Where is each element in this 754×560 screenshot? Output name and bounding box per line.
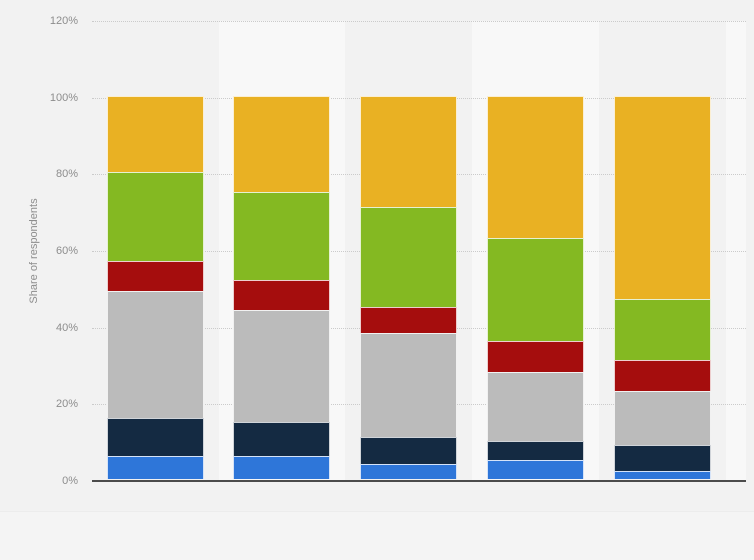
bar-column-4 <box>486 95 584 479</box>
bar-4-segment-green[interactable] <box>486 237 584 342</box>
bar-1-segment-blue[interactable] <box>106 456 204 479</box>
bar-column-1 <box>106 95 204 479</box>
bar-5-segment-dark-navy[interactable] <box>613 444 711 472</box>
bar-5-segment-dark-red[interactable] <box>613 360 711 391</box>
bar-4-segment-yellow[interactable] <box>486 95 584 238</box>
y-tick-label: 0% <box>62 475 78 487</box>
y-tick-label: 40% <box>55 321 78 334</box>
bar-1-segment-yellow[interactable] <box>106 95 204 173</box>
bar-3-segment-yellow[interactable] <box>360 95 458 207</box>
bar-3-segment-blue[interactable] <box>360 463 458 479</box>
plot-area <box>92 21 746 482</box>
bar-1-segment-dark-navy[interactable] <box>106 417 204 456</box>
bar-1-segment-dark-red[interactable] <box>106 260 204 292</box>
gridline <box>92 21 746 22</box>
bar-5-segment-yellow[interactable] <box>613 95 711 299</box>
bar-2-segment-green[interactable] <box>233 191 331 280</box>
bar-5-segment-blue[interactable] <box>613 471 711 479</box>
bar-4-segment-dark-navy[interactable] <box>486 440 584 460</box>
bar-3-segment-gray[interactable] <box>360 333 458 437</box>
bar-3-segment-dark-red[interactable] <box>360 306 458 334</box>
y-tick-label: 100% <box>49 91 78 104</box>
bar-2-segment-dark-red[interactable] <box>233 279 331 311</box>
bar-2-segment-yellow[interactable] <box>233 95 331 192</box>
bar-3-segment-green[interactable] <box>360 206 458 307</box>
bar-5-segment-gray[interactable] <box>613 390 711 445</box>
bar-2-segment-blue[interactable] <box>233 456 331 479</box>
bar-4-segment-dark-red[interactable] <box>486 341 584 372</box>
bar-3-segment-dark-navy[interactable] <box>360 436 458 464</box>
bar-column-2 <box>233 95 331 479</box>
bar-1-segment-gray[interactable] <box>106 291 204 418</box>
y-tick-label: 80% <box>55 168 78 181</box>
footer-area <box>0 511 754 560</box>
bar-2-segment-gray[interactable] <box>233 310 331 422</box>
bar-1-segment-green[interactable] <box>106 172 204 261</box>
y-tick-label: 20% <box>55 398 78 411</box>
bar-2-segment-dark-navy[interactable] <box>233 421 331 456</box>
bar-4-segment-blue[interactable] <box>486 459 584 479</box>
bar-column-5 <box>613 95 711 479</box>
y-tick-label: 120% <box>49 15 78 27</box>
bar-5-segment-green[interactable] <box>613 298 711 361</box>
bar-column-3 <box>360 95 458 479</box>
y-axis-title: Share of respondents <box>28 198 40 304</box>
bar-4-segment-gray[interactable] <box>486 371 584 441</box>
x-axis-line <box>92 480 746 482</box>
y-tick-label: 60% <box>55 245 78 257</box>
